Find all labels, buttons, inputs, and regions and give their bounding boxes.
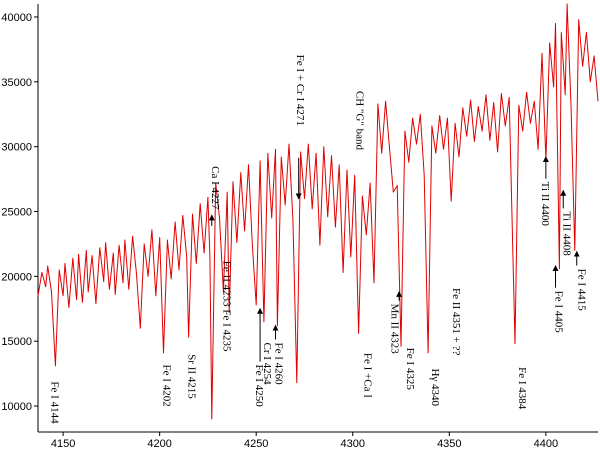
line-label: Fe II 4233 Fe I 4235 — [220, 261, 232, 352]
line-label: Fe I 4384 — [516, 367, 528, 410]
line-label: Fe I 4202 — [161, 365, 173, 407]
y-tick-label: 35000 — [1, 77, 32, 89]
x-tick-label: 4350 — [437, 438, 461, 450]
line-label: Fe I 4144 — [49, 381, 61, 424]
line-label: Cr I 4254 — [261, 343, 273, 386]
line-label: Hγ 4340 — [429, 368, 441, 406]
line-label: CH "G" band — [354, 91, 366, 151]
x-tick-label: 4300 — [341, 438, 365, 450]
line-label: Fe I + Cr I 4271 — [294, 55, 306, 126]
chart-series — [37, 3, 599, 420]
chart-annotations: Fe I 4144 Fe I 4202 Sr II 4215 Ca I 4227 Fe … — [49, 55, 588, 424]
y-tick-label: 20000 — [1, 271, 32, 283]
line-label: Fe I 4250 — [253, 365, 265, 408]
line-label: Sr II 4215 — [186, 354, 198, 399]
line-label: Ti II 4408 — [560, 212, 572, 257]
x-tick-label: 4200 — [147, 438, 171, 450]
y-tick-label: 10000 — [1, 401, 32, 413]
x-tick-label: 4400 — [534, 438, 558, 450]
line-label: Fe I 4325 — [404, 348, 416, 391]
spectrum-line — [37, 3, 599, 420]
line-label: Fe II 4351 + ?? — [450, 288, 462, 355]
chart-axes: 10000 15000 20000 25000 30000 35000 40000 4150 4… — [1, 4, 598, 450]
line-label: Ti II 4400 — [539, 182, 551, 227]
line-label: Fe I 4260 — [273, 343, 285, 386]
x-tick-label: 4250 — [244, 438, 268, 450]
y-tick-label: 40000 — [1, 12, 32, 24]
line-label: Ca I 4227 — [209, 166, 221, 210]
line-label: Mn II 4323 — [388, 304, 400, 355]
y-tick-label: 15000 — [1, 336, 32, 348]
line-label: Fe I +Ca I — [361, 353, 373, 398]
line-label: Fe I 4405 — [553, 291, 565, 334]
x-tick-label: 4150 — [51, 438, 75, 450]
y-tick-label: 30000 — [1, 142, 32, 154]
line-label: Fe I 4415 — [576, 269, 588, 312]
y-tick-label: 25000 — [1, 207, 32, 219]
